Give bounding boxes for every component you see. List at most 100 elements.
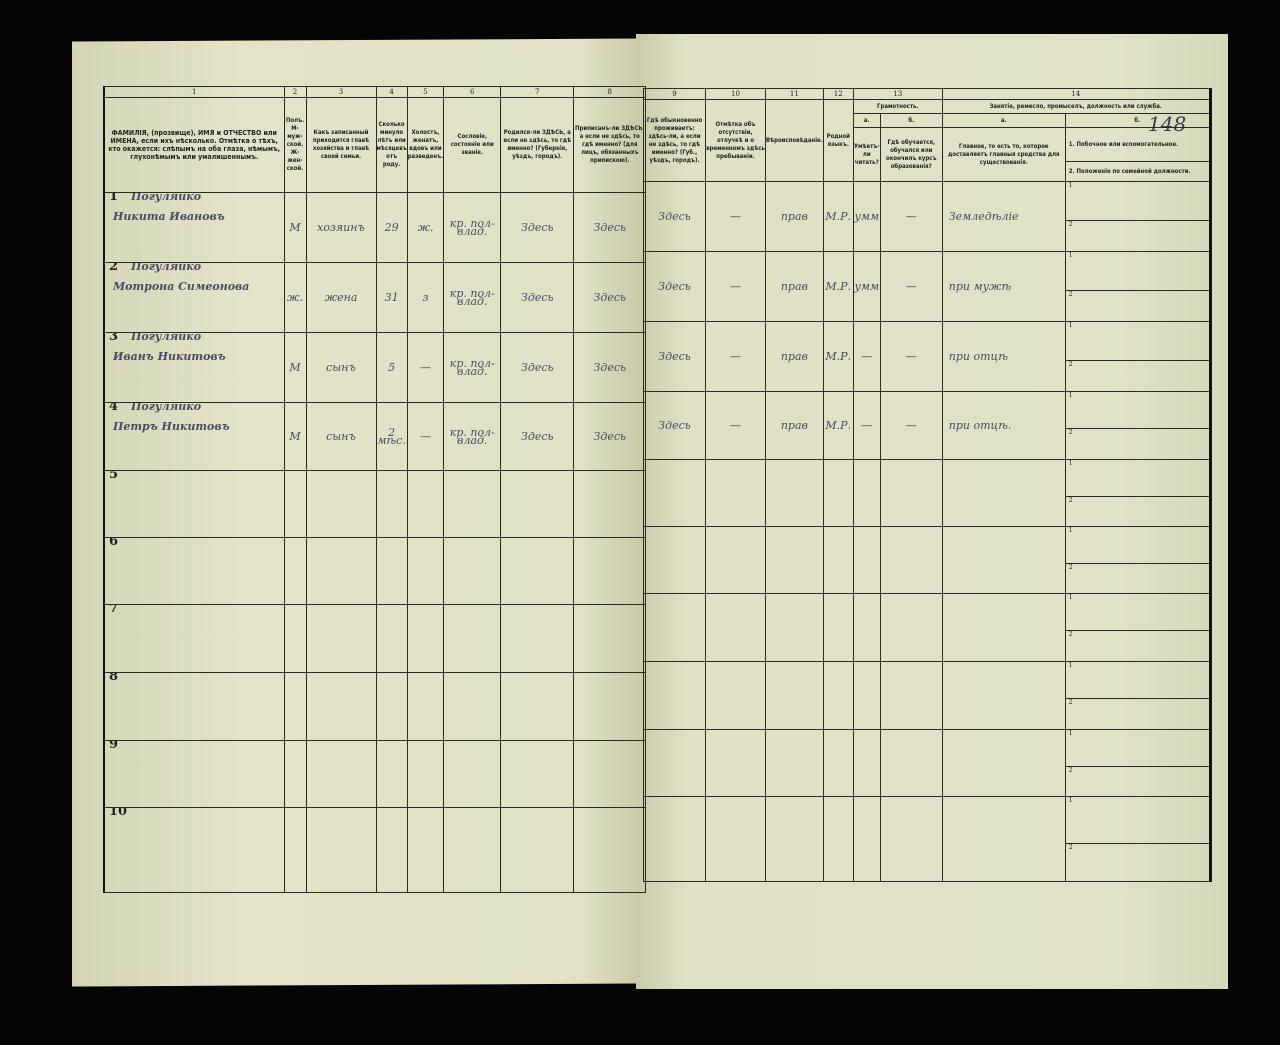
cell-language	[822, 729, 854, 797]
cell-occupation	[941, 796, 1066, 882]
cell-absence: —	[705, 251, 766, 322]
header-absence: Отмѣтка объ отсутствіи, отлучкѣ и о врем…	[705, 99, 766, 182]
cell-age: 5	[375, 332, 408, 403]
cell-registered	[573, 537, 647, 605]
table-row: 1	[643, 459, 1211, 527]
cell-age: 31	[375, 262, 408, 333]
cell-relation	[305, 604, 377, 673]
name-cell: 4 Погуляйко Петръ Никитовъ	[103, 402, 285, 471]
cell-registered: Здесь	[573, 332, 647, 403]
name-cell: 7	[103, 604, 285, 673]
name-cell: 5	[103, 470, 285, 538]
cell-estate: кр. пол-влад.	[443, 402, 502, 471]
cell-registered	[573, 604, 647, 673]
header-name: ФАМИЛІЯ, (прозвище), ИМЯ и ОТЧЕСТВО или …	[103, 97, 285, 193]
sub-line-1: 1	[1064, 661, 1211, 699]
cell-estate	[443, 672, 502, 741]
header-relation: Какъ записанный приходится главѣ хозяйст…	[305, 97, 377, 193]
cell-religion: прав	[765, 391, 824, 460]
table-row: 1	[643, 661, 1211, 730]
col-number: 12	[822, 88, 854, 100]
given-name: Мотрона Симеонова	[113, 280, 250, 293]
cell-religion: прав	[765, 181, 824, 252]
table-row: 7	[103, 604, 647, 673]
sub-line-1: 1	[1064, 459, 1211, 497]
cell-age	[375, 672, 408, 741]
cell-age	[375, 537, 408, 605]
cell-occupation: Земледѣліе	[941, 181, 1066, 252]
row-number: 10	[109, 807, 128, 819]
table-row: 10	[103, 807, 647, 893]
col-number: 11	[765, 88, 824, 100]
cell-literate	[852, 459, 881, 527]
cell-occupation	[941, 729, 1066, 797]
cell-marital	[406, 604, 445, 673]
sub-line-2: 2	[1064, 428, 1211, 460]
cell-literate	[852, 796, 881, 882]
cell-occupation	[941, 661, 1066, 730]
cell-religion	[765, 526, 824, 594]
surname: Погуляйко	[131, 332, 202, 343]
cell-religion	[765, 661, 824, 730]
cell-education	[879, 593, 943, 662]
col-number: 1	[103, 86, 285, 98]
table-row: 1	[643, 593, 1211, 662]
name-cell: 9	[103, 740, 285, 808]
cell-born	[500, 470, 575, 538]
cell-language: М.Р.	[822, 251, 854, 322]
name-cell: 8	[103, 672, 285, 741]
cell-occupation	[941, 593, 1066, 662]
name-cell: 2 Погуляйко Мотрона Симеонова	[103, 262, 285, 333]
cell-resides: Здесь	[643, 251, 706, 322]
table-row: 6	[103, 537, 647, 605]
table-row: 1	[643, 526, 1211, 594]
cell-sex	[283, 537, 307, 605]
col-number: 7	[500, 86, 575, 98]
cell-education	[879, 526, 943, 594]
table-row: 1	[643, 729, 1211, 797]
cell-literate: умм	[852, 181, 881, 252]
cell-resides	[643, 661, 706, 730]
cell-resides	[643, 729, 706, 797]
sub-line-2: 2	[1064, 766, 1211, 797]
row-number: 3	[109, 332, 119, 344]
cell-age	[375, 604, 408, 673]
cell-estate	[443, 537, 502, 605]
table-row-sub: 2	[644, 496, 1211, 527]
sub-line-1: 1	[1064, 251, 1211, 291]
table-row: 8	[103, 672, 647, 741]
cell-sex	[283, 672, 307, 741]
sub-line-1: 1	[1064, 729, 1211, 767]
table-row: Здесь — прав М.Р. — — при отцѣ. 1	[643, 391, 1211, 460]
header-religion: Вѣроисповѣданіе.	[765, 99, 824, 182]
cell-resides	[643, 593, 706, 662]
table-row: 1	[643, 796, 1211, 882]
cell-born	[500, 604, 575, 673]
cell-relation: сынъ	[305, 402, 377, 471]
header-education: Гдѣ обучается, обучался или окончилъ кур…	[879, 127, 943, 182]
cell-relation: жена	[305, 262, 377, 333]
table-row: Здесь — прав М.Р. — — при отцѣ 1	[643, 321, 1211, 392]
cell-marital	[406, 470, 445, 538]
sub-line-1: 1	[1064, 796, 1211, 844]
cell-sex	[283, 470, 307, 538]
row-number: 9	[109, 740, 119, 752]
header-marital: Холостъ, женатъ, вдовъ или разведенъ.	[406, 97, 445, 193]
cell-registered	[573, 470, 647, 538]
col-number: 4	[375, 86, 408, 98]
row-number: 1	[109, 192, 119, 204]
col-number: 6	[443, 86, 502, 98]
col-number: 14	[941, 88, 1211, 100]
cell-resides	[643, 459, 706, 527]
col-number: 5	[406, 86, 445, 98]
sub-line-2: 2	[1064, 496, 1211, 527]
sub-line-1: 1	[1064, 593, 1211, 631]
header-sub: а.	[941, 113, 1066, 128]
row-number: 8	[109, 672, 119, 684]
cell-language: М.Р.	[822, 181, 854, 252]
cell-marital	[406, 537, 445, 605]
header-sub: б.	[1064, 113, 1211, 128]
cell-marital: з	[406, 262, 445, 333]
